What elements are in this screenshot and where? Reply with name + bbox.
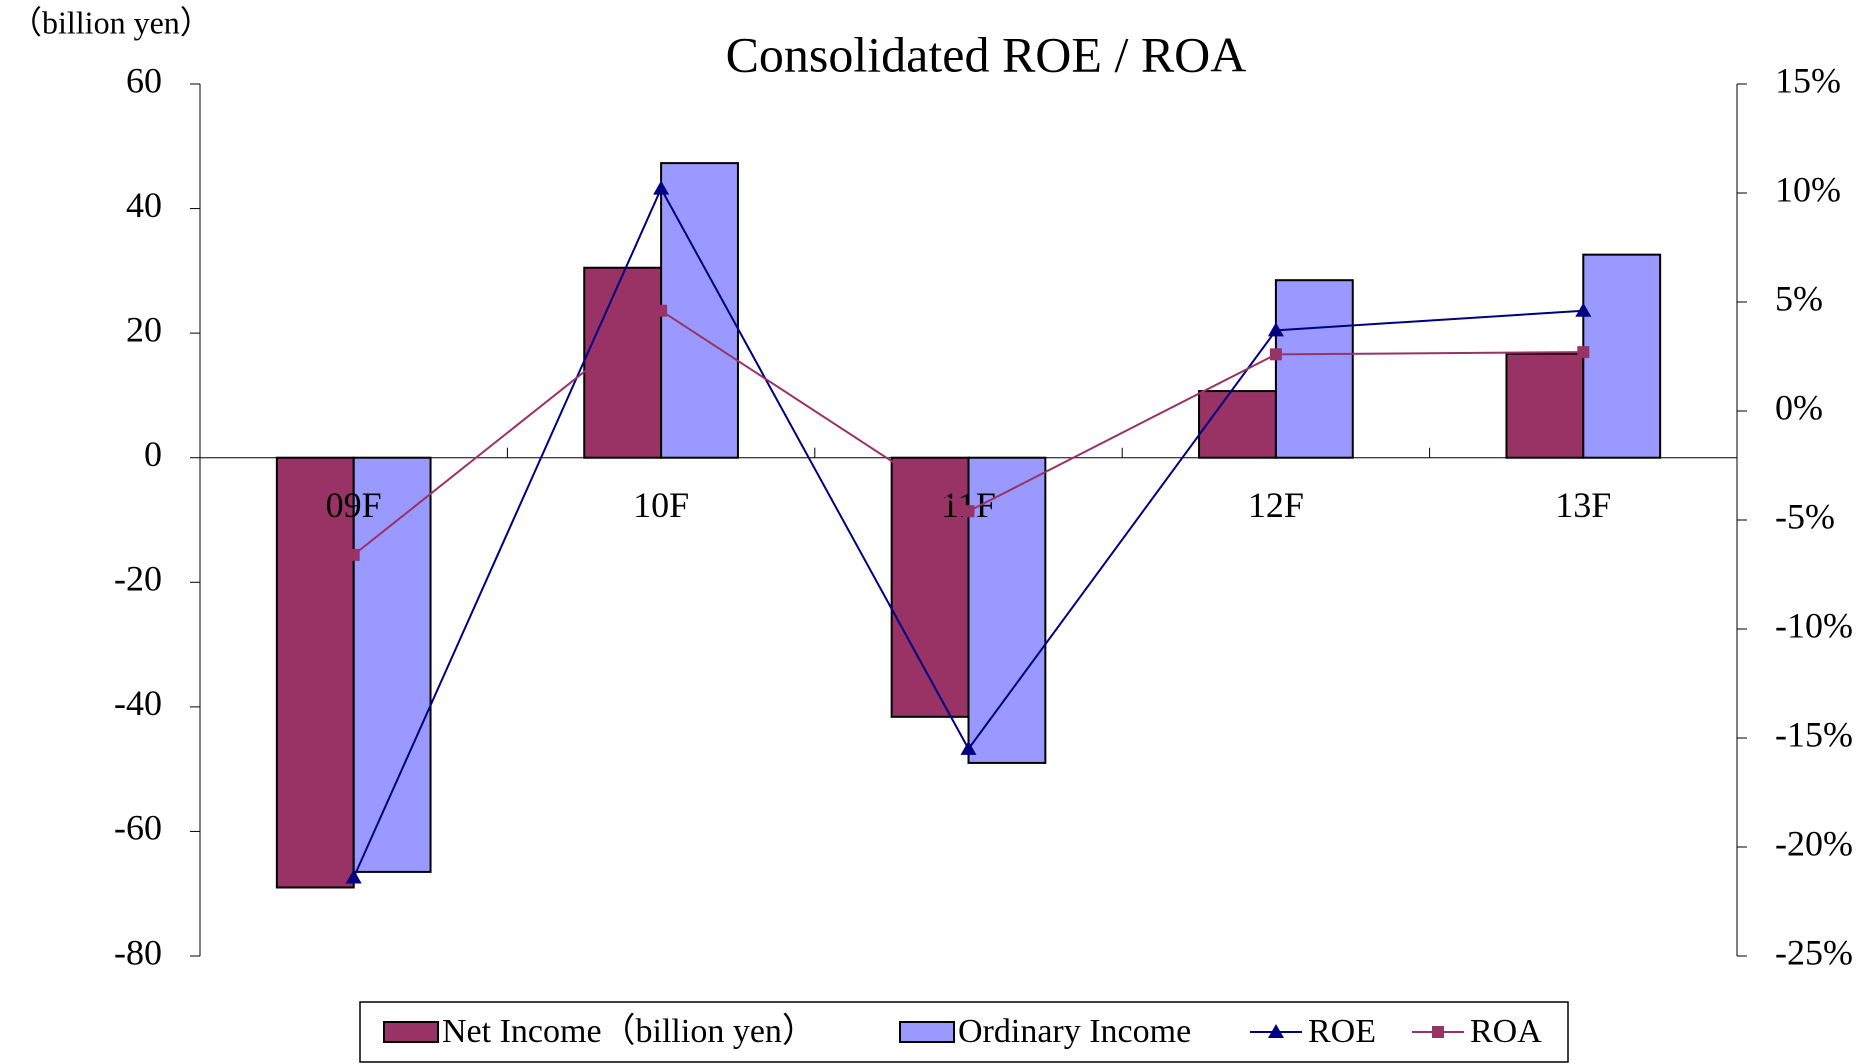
legend-swatch [899, 1021, 955, 1043]
line-marker [1267, 322, 1284, 337]
legend-label: ROE [1308, 1013, 1376, 1050]
chart-title: Consolidated ROE / ROA [726, 26, 1247, 82]
legend-marker [1268, 1024, 1284, 1038]
x-tick-label: 11F [941, 485, 996, 525]
legend-swatch [383, 1021, 439, 1043]
line-marker [962, 505, 975, 518]
x-tick-label: 12F [1248, 485, 1304, 525]
line-marker [345, 869, 362, 884]
y2-tick-label: -10% [1775, 605, 1853, 645]
bar [1274, 279, 1354, 459]
legend-label: ROA [1470, 1013, 1542, 1050]
bar [967, 456, 1047, 764]
y2-tick-label: -5% [1775, 496, 1835, 536]
x-tick-label: 13F [1555, 485, 1611, 525]
line-marker [655, 304, 668, 317]
y2-tick-label: -25% [1775, 932, 1853, 972]
y-tick-label: 40 [126, 185, 162, 225]
y-tick-label: -60 [114, 808, 162, 848]
y-tick-label: -20 [114, 559, 162, 599]
line-marker [347, 548, 360, 561]
y2-tick-label: 5% [1775, 278, 1823, 318]
bar [1198, 390, 1277, 459]
legend-label: Ordinary Income [958, 1013, 1191, 1050]
y2-tick-label: -20% [1775, 823, 1853, 863]
line-marker [653, 180, 670, 195]
y-tick-label: 60 [126, 60, 162, 100]
bar [1582, 253, 1662, 459]
y2-tick-label: 10% [1775, 169, 1841, 209]
x-tick-label: 10F [633, 485, 689, 525]
y-tick-label: -40 [114, 683, 162, 723]
y2-tick-label: -15% [1775, 714, 1853, 754]
x-tick-label: 09F [326, 485, 382, 525]
legend-label: Net Income（billion yen） [442, 1012, 816, 1050]
y2-tick-label: 15% [1775, 60, 1841, 100]
legend-box [359, 1001, 1569, 1063]
bar [890, 456, 970, 718]
line-marker [1575, 302, 1592, 317]
y2-tick-label: 0% [1775, 387, 1823, 427]
line-marker [1269, 348, 1282, 361]
bar [1505, 352, 1585, 459]
y-tick-label: -80 [114, 932, 162, 972]
line-marker [960, 740, 977, 755]
y-axis-unit: （billion yen） [10, 4, 212, 40]
bar [660, 162, 739, 459]
y-tick-label: 0 [144, 434, 162, 474]
legend-marker [1432, 1026, 1444, 1038]
line-marker [1577, 346, 1590, 359]
bar [352, 456, 432, 873]
y-tick-label: 20 [126, 309, 162, 349]
